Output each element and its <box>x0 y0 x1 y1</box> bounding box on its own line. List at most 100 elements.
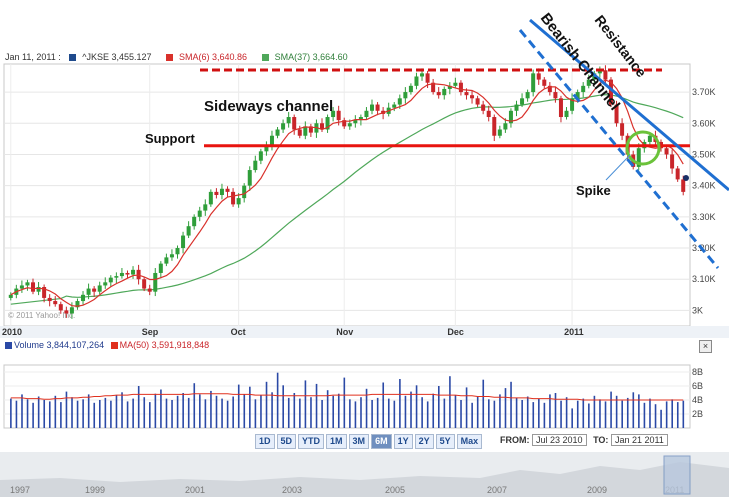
x-tick-label: Dec <box>447 327 464 337</box>
candle-body <box>42 287 47 298</box>
candle-body <box>425 73 430 83</box>
range-button-2y[interactable]: 2Y <box>414 434 434 449</box>
candle-body <box>342 120 347 127</box>
volume-bar <box>160 389 162 428</box>
range-button-1d[interactable]: 1D <box>255 434 275 449</box>
volume-bar <box>193 383 196 428</box>
candle-body <box>636 148 641 167</box>
volume-bar <box>560 400 562 428</box>
support-label: Support <box>145 131 195 146</box>
volume-bar <box>576 400 579 428</box>
range-button-max[interactable]: Max <box>456 434 483 449</box>
price-tick-label: 3K <box>692 305 703 315</box>
price-tick-label: 3.60K <box>692 118 716 128</box>
price-tick-label: 3.40K <box>692 181 716 191</box>
candle-body <box>281 123 286 130</box>
candle-body <box>675 168 680 180</box>
price-legend: Jan 11, 2011 : ^JKSE 3,455.127 SMA(6) 3,… <box>5 52 360 62</box>
to-date-input[interactable]: Jan 21 2011 <box>610 434 668 446</box>
candle-body <box>242 185 247 199</box>
volume-bar <box>399 379 401 428</box>
candle-body <box>164 257 169 264</box>
copyright-label: © 2011 Yahoo! Inc. <box>8 311 75 320</box>
candle-body <box>564 110 569 118</box>
volume-bar <box>449 376 451 428</box>
volume-bar <box>471 402 473 428</box>
volume-bar <box>465 387 468 428</box>
volume-bar <box>98 400 101 428</box>
candle-body <box>325 117 330 130</box>
last-price-dot <box>683 175 689 181</box>
x-tick-label: Nov <box>336 327 353 337</box>
range-button-ytd[interactable]: YTD <box>298 434 325 449</box>
volume-bar <box>382 382 385 428</box>
volume-tick-label: 6B <box>692 381 703 391</box>
x-tick-label: Oct <box>231 327 246 337</box>
range-button-6m[interactable]: 6M <box>371 434 392 449</box>
navigator-handle <box>663 455 691 495</box>
volume-bar <box>282 385 284 428</box>
volume-bar <box>32 402 34 428</box>
volume-bar <box>443 398 446 428</box>
candle-body <box>475 98 480 105</box>
candle-body <box>142 279 147 289</box>
candle-body <box>436 92 441 96</box>
x-tick-label: 2010 <box>2 327 22 337</box>
volume-bar <box>276 372 279 428</box>
legend-sma6-swatch <box>166 54 174 62</box>
candle-body <box>247 170 252 186</box>
range-button-bar: 1D 5D YTD 1M 3M 6M 1Y 2Y 5Y Max <box>255 434 483 449</box>
candle-body <box>447 85 452 89</box>
candle-body <box>597 70 602 74</box>
navigator-label: 2003 <box>282 485 302 495</box>
candle-body <box>470 95 475 99</box>
candle-body <box>358 117 363 121</box>
candle-body <box>408 85 413 93</box>
volume-bar <box>299 398 301 428</box>
candle-body <box>181 235 186 249</box>
volume-bar <box>621 400 623 428</box>
volume-bar <box>137 386 140 428</box>
legend-ma50: MA(50) 3,591,918,848 <box>110 340 209 350</box>
volume-bar <box>60 402 62 428</box>
candle-body <box>75 301 80 308</box>
candle-body <box>542 79 547 86</box>
close-volume-icon[interactable]: × <box>699 340 712 353</box>
candle-body <box>520 98 525 105</box>
from-date-input[interactable]: Jul 23 2010 <box>532 434 587 446</box>
volume-bar <box>565 397 568 428</box>
volume-bar <box>48 401 51 428</box>
volume-bar <box>332 395 335 428</box>
volume-bar <box>254 399 257 428</box>
candle-body <box>47 297 52 302</box>
candle-body <box>203 204 208 211</box>
candle-body <box>586 79 591 86</box>
range-button-3m[interactable]: 3M <box>348 434 370 449</box>
candle-body <box>375 104 380 111</box>
navigator-area <box>0 462 729 497</box>
volume-bar <box>43 400 46 428</box>
candle-body <box>403 92 408 99</box>
range-button-1m[interactable]: 1M <box>326 434 347 449</box>
candle-body <box>236 198 241 205</box>
candle-body <box>670 154 675 169</box>
candle-body <box>36 287 41 292</box>
range-button-5d[interactable]: 5D <box>276 434 297 449</box>
range-button-5y[interactable]: 5Y <box>435 434 455 449</box>
range-button-1y[interactable]: 1Y <box>393 434 413 449</box>
candle-body <box>214 191 219 195</box>
candle-body <box>86 288 91 295</box>
candle-body <box>581 85 586 93</box>
volume-tick-label: 4B <box>692 395 703 405</box>
volume-bar <box>626 397 629 428</box>
volume-bar <box>504 388 507 428</box>
candle-body <box>81 294 86 302</box>
volume-bar <box>310 397 312 428</box>
volume-tick-label: 2B <box>692 409 703 419</box>
price-tick-label: 3.30K <box>692 212 716 222</box>
volume-bar <box>582 398 585 428</box>
volume-bar <box>221 398 223 428</box>
candle-body <box>492 117 497 136</box>
